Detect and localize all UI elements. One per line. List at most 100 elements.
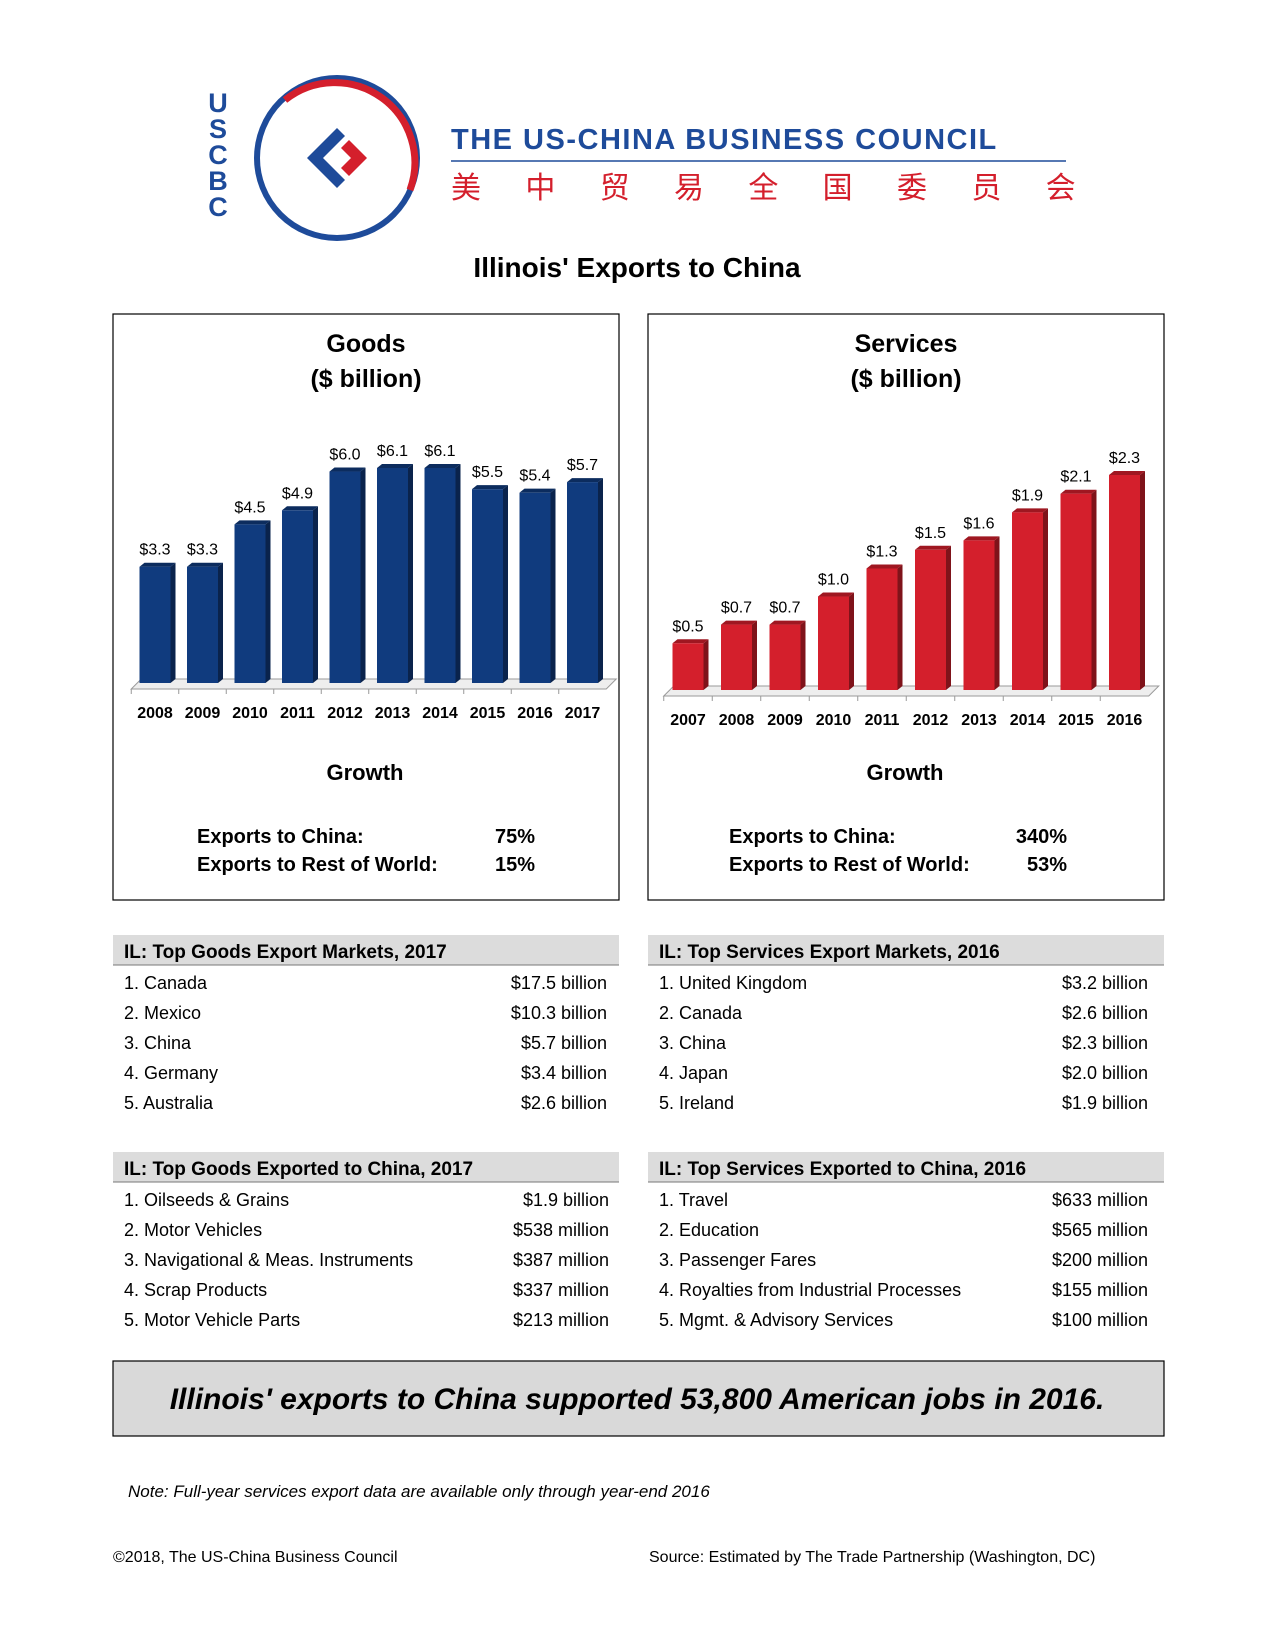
value-label: $1.6 <box>963 515 994 532</box>
bar <box>963 540 995 690</box>
value-label: $6.1 <box>377 443 408 460</box>
bar-top <box>139 562 176 567</box>
bar-top <box>818 592 854 597</box>
table-cell: $2.6 billion <box>521 1093 607 1113</box>
growth-value: 340% <box>1016 826 1067 848</box>
bar-top <box>1012 508 1048 513</box>
table-cell: $10.3 billion <box>511 1003 607 1023</box>
table-cell: $1.9 billion <box>1062 1093 1148 1113</box>
bar-top <box>424 464 461 468</box>
value-label: $1.3 <box>866 543 897 560</box>
table-header <box>648 1152 1164 1182</box>
table-cell: $387 million <box>513 1250 609 1270</box>
table-cell: $5.7 billion <box>521 1033 607 1053</box>
table-cell: $200 million <box>1052 1250 1148 1270</box>
x-tick-label: 2014 <box>422 705 458 722</box>
bar-side <box>897 564 903 690</box>
bar-side <box>994 536 1000 690</box>
bar <box>377 468 408 683</box>
logo-diamond-right <box>341 140 367 176</box>
bar-side <box>800 620 806 690</box>
logo-diamond-left <box>307 128 345 188</box>
table-cell: $2.0 billion <box>1062 1063 1148 1083</box>
banner-box <box>112 1360 1165 1437</box>
table-cell: $213 million <box>513 1310 609 1330</box>
growth-label: Exports to Rest of World: <box>729 854 970 876</box>
growth-value: 75% <box>495 826 535 848</box>
x-tick-label: 2013 <box>961 712 997 729</box>
table-cell: 4. Japan <box>659 1063 728 1083</box>
bar <box>187 566 218 683</box>
bar <box>818 596 849 690</box>
growth-label: Exports to Rest of World: <box>197 854 438 876</box>
table-cell: $633 million <box>1052 1190 1148 1210</box>
x-tick-label: 2009 <box>185 705 221 722</box>
table-cell: 3. Navigational & Meas. Instruments <box>124 1250 413 1270</box>
x-tick-label: 2009 <box>767 712 803 729</box>
table-cell: 5. Mgmt. & Advisory Services <box>659 1310 893 1330</box>
growth-title: Growth <box>867 760 944 785</box>
bar-side <box>408 464 413 683</box>
table-cell: $337 million <box>513 1280 609 1300</box>
table-header <box>648 935 1164 965</box>
table-cell: 4. Germany <box>124 1063 218 1083</box>
note: Note: Full-year services export data are… <box>128 1482 710 1501</box>
table-cell: 2. Mexico <box>124 1003 201 1023</box>
x-tick-label: 2007 <box>670 712 706 729</box>
x-tick-label: 2015 <box>1058 712 1094 729</box>
table-cell: 3. China <box>124 1033 192 1053</box>
value-label: $1.9 <box>1012 487 1043 504</box>
table-cell: $155 million <box>1052 1280 1148 1300</box>
growth-label: Exports to China: <box>197 826 364 848</box>
table-cell: 1. United Kingdom <box>659 973 807 993</box>
chart-title: Goods <box>326 330 405 358</box>
bar-side <box>849 592 854 690</box>
x-tick-label: 2011 <box>280 705 315 722</box>
bar <box>519 492 551 683</box>
bar-side <box>455 464 461 683</box>
bar <box>472 489 503 683</box>
value-label: $0.7 <box>769 600 800 617</box>
bar-top <box>472 485 508 490</box>
growth-label: Exports to China: <box>729 826 896 848</box>
bar-side <box>752 620 757 690</box>
table-cell: 3. China <box>659 1033 727 1053</box>
logo-ring <box>254 75 420 241</box>
value-label: $5.5 <box>472 464 503 481</box>
bar-top <box>963 536 1000 541</box>
table-cell: $3.2 billion <box>1062 973 1148 993</box>
bar-side <box>550 488 556 683</box>
bar-side <box>703 639 709 690</box>
logo-arc <box>282 79 419 192</box>
logo-letter: S <box>209 114 227 144</box>
table-cell: 1. Canada <box>124 973 208 993</box>
bar-side <box>170 562 176 683</box>
bar-top <box>769 620 806 625</box>
x-tick-label: 2016 <box>1107 712 1143 729</box>
value-label: $1.5 <box>915 525 946 542</box>
bar <box>1060 493 1092 690</box>
bar-top <box>377 464 413 468</box>
table-cell: 5. Australia <box>124 1093 214 1113</box>
bar-side <box>1091 489 1097 690</box>
bar-top <box>1109 471 1145 475</box>
value-label: $6.0 <box>329 447 360 464</box>
bar <box>1109 475 1140 690</box>
bar <box>769 624 801 690</box>
table-title: IL: Top Goods Exported to China, 2017 <box>124 1159 473 1180</box>
bar-side <box>503 485 508 683</box>
footer-right: Source: Estimated by The Trade Partnersh… <box>649 1549 1095 1566</box>
growth-value: 53% <box>1027 854 1067 876</box>
value-label: $5.7 <box>567 457 598 474</box>
table-cell: 3. Passenger Fares <box>659 1250 816 1270</box>
bar <box>1012 512 1043 690</box>
x-tick-label: 2014 <box>1010 712 1046 729</box>
bar-side <box>313 506 318 683</box>
growth-value: 15% <box>495 854 535 876</box>
bar-top <box>672 639 709 644</box>
table-cell: $17.5 billion <box>511 973 607 993</box>
value-label: $1.0 <box>818 572 849 589</box>
x-tick-label: 2011 <box>865 712 900 729</box>
